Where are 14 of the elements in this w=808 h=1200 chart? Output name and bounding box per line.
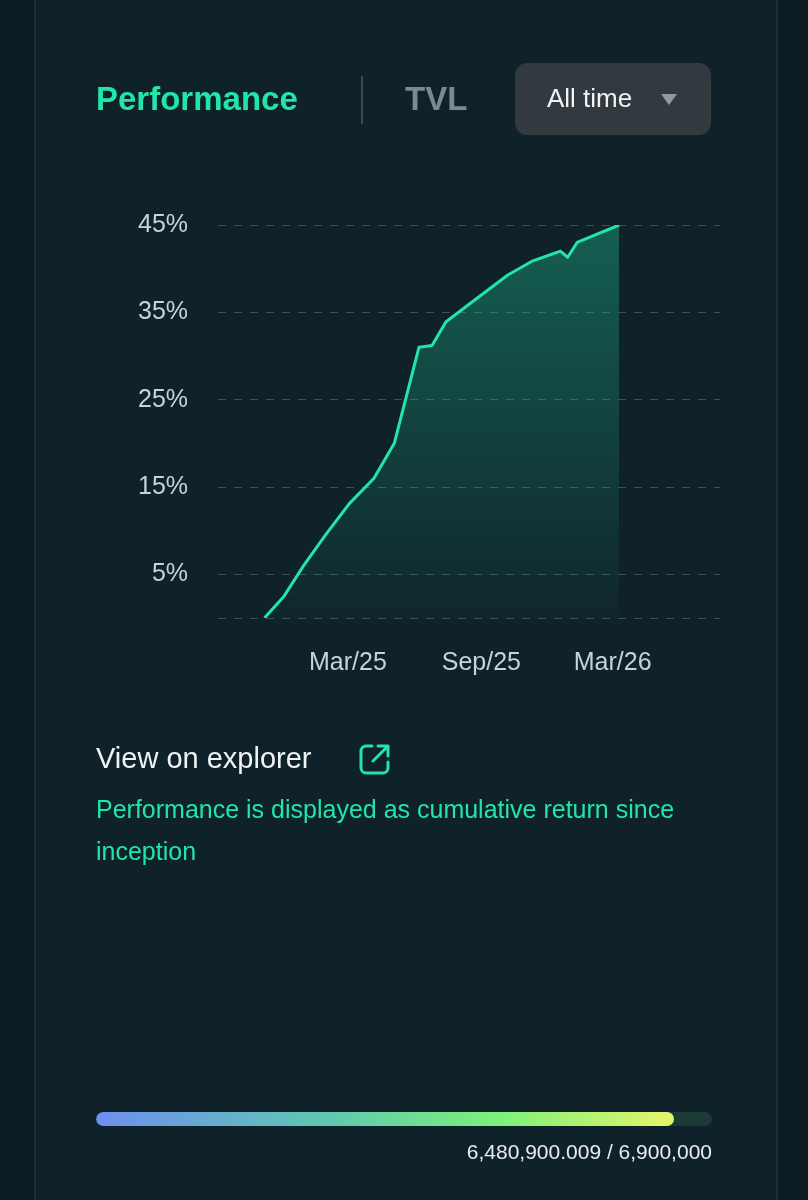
text: Performance	[96, 80, 298, 118]
text: 6,480,900.009 / 6,900,000	[466, 1140, 712, 1164]
text: View on explorer	[96, 742, 312, 775]
text: Performance is displayed as cumulative return since inception	[96, 794, 676, 867]
text: All time	[547, 83, 633, 114]
x-tick-label: Sep/25	[441, 646, 521, 675]
y-tick-label: 45%	[137, 208, 189, 237]
y-tick-label: 5%	[151, 558, 189, 587]
x-tick-label: Mar/26	[573, 646, 652, 675]
y-tick-label: 25%	[137, 383, 189, 412]
y-tick-label: 35%	[137, 296, 189, 325]
text: TVL	[405, 80, 468, 118]
y-tick-label: 15%	[137, 470, 189, 499]
x-tick-label: Mar/25	[308, 646, 387, 675]
